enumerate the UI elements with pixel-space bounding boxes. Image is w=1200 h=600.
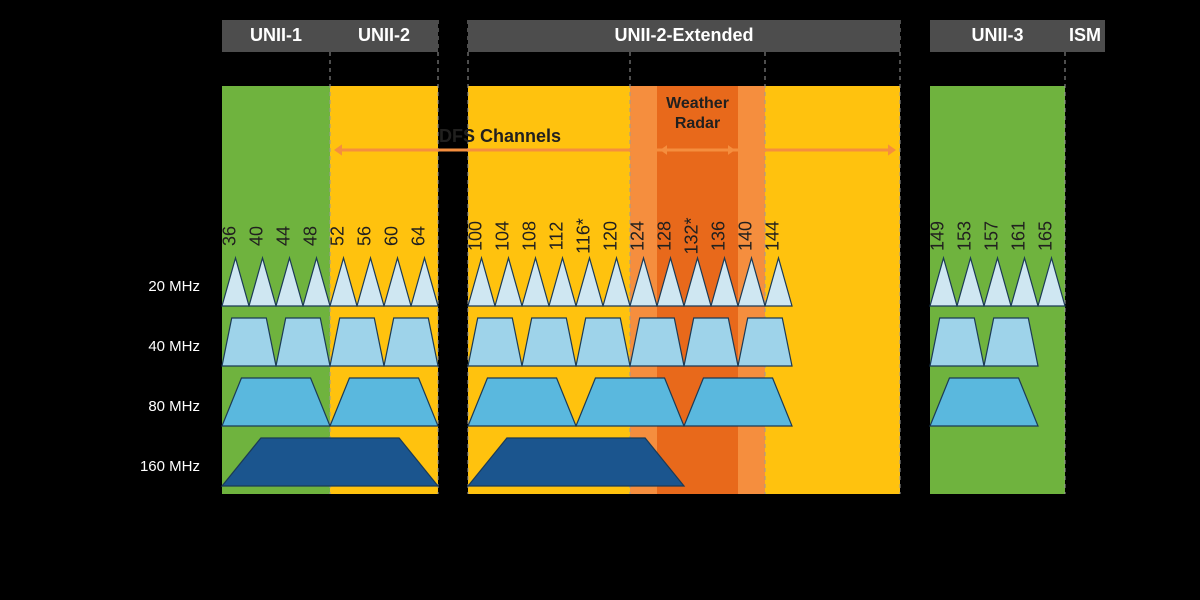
dfs-channels-label: DFS Channels (439, 126, 561, 146)
channel-label: 40 (247, 226, 267, 246)
channel-label: 48 (301, 226, 321, 246)
channel-label: 108 (520, 221, 540, 251)
channel-trapezoid (522, 318, 576, 366)
channel-trapezoid (276, 318, 330, 366)
channel-label: 165 (1036, 221, 1056, 251)
band-header-label: UNII-2-Extended (614, 25, 753, 45)
weather-radar-label: Weather (666, 95, 729, 112)
channel-trapezoid (930, 318, 984, 366)
channel-trapezoid (468, 378, 576, 426)
channel-trapezoid (330, 318, 384, 366)
width-row-label: 20 MHz (148, 278, 200, 295)
channel-label: 149 (928, 221, 948, 251)
channel-trapezoid (468, 438, 684, 486)
channel-trapezoid (384, 318, 438, 366)
channel-trapezoid (738, 318, 792, 366)
channel-trapezoid (222, 378, 330, 426)
channel-trapezoid (468, 318, 522, 366)
band-header-label: UNII-1 (250, 25, 302, 45)
width-row-label: 80 MHz (148, 398, 200, 415)
band-header-label: UNII-3 (971, 25, 1023, 45)
channel-label: 52 (328, 226, 348, 246)
channel-label: 60 (382, 226, 402, 246)
channel-label: 124 (628, 221, 648, 251)
channel-trapezoid (930, 378, 1038, 426)
channel-label: 104 (493, 221, 513, 251)
channel-label: 153 (955, 221, 975, 251)
channel-label: 56 (355, 226, 375, 246)
channel-label: 136 (709, 221, 729, 251)
channel-label: 120 (601, 221, 621, 251)
channel-trapezoid (576, 378, 684, 426)
channel-trapezoid (984, 318, 1038, 366)
channel-label: 36 (220, 226, 240, 246)
channel-trapezoid (684, 318, 738, 366)
channel-label: 44 (274, 226, 294, 246)
channel-trapezoid (630, 318, 684, 366)
channel-label: 64 (409, 226, 429, 246)
channel-label: 132* (682, 217, 702, 254)
weather-radar-label: Radar (675, 115, 720, 132)
channel-label: 128 (655, 221, 675, 251)
channel-trapezoid (330, 378, 438, 426)
channel-trapezoid (684, 378, 792, 426)
band-header-label: UNII-2 (358, 25, 410, 45)
band-header-label: ISM (1069, 25, 1101, 45)
channel-label: 116* (574, 218, 594, 254)
channel-label: 161 (1009, 221, 1029, 251)
channel-trapezoid (222, 318, 276, 366)
channel-label: 112 (547, 222, 567, 251)
channel-label: 140 (736, 221, 756, 251)
width-row-label: 40 MHz (148, 338, 200, 355)
channel-label: 100 (466, 221, 486, 251)
channel-trapezoid (222, 438, 438, 486)
channel-label: 157 (982, 221, 1002, 251)
wifi-5ghz-channel-diagram: UNII-1 UNII-2 UNII-2-Extended UNII-3 ISM DFS … (0, 0, 1200, 600)
channel-trapezoid (576, 318, 630, 366)
channel-label: 144 (763, 221, 783, 251)
width-row-label: 160 MHz (140, 458, 200, 475)
